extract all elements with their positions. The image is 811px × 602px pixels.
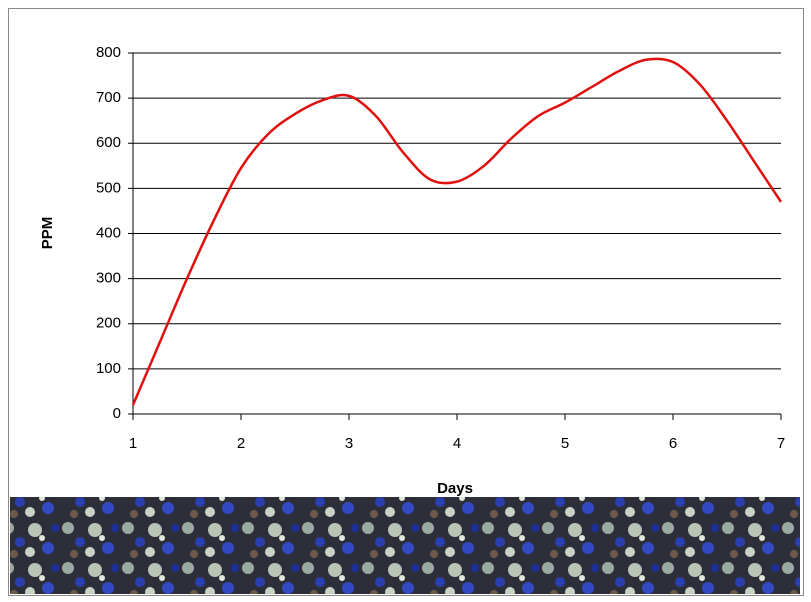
y-axis-title: PPM xyxy=(39,217,56,250)
x-axis-title: Days xyxy=(437,480,473,497)
x-tick-label: 7 xyxy=(777,435,785,452)
y-tick-label: 800 xyxy=(96,44,121,61)
x-tick-label: 2 xyxy=(237,435,245,452)
data-line xyxy=(131,57,783,406)
y-tick-label: 200 xyxy=(96,315,121,332)
y-tick-label: 0 xyxy=(113,405,121,422)
x-tick-label: 4 xyxy=(453,435,461,452)
y-tick-label: 300 xyxy=(96,270,121,287)
y-tick-label: 400 xyxy=(96,224,121,241)
x-tick-label: 1 xyxy=(129,435,137,452)
x-tick-label: 5 xyxy=(561,435,569,452)
y-tick-label: 700 xyxy=(96,89,121,106)
y-tick-label: 600 xyxy=(96,134,121,151)
y-tick-label: 100 xyxy=(96,360,121,377)
x-tick-label: 6 xyxy=(669,435,677,452)
x-tick-label: 3 xyxy=(345,435,353,452)
y-tick-label: 500 xyxy=(96,179,121,196)
texture-strip xyxy=(10,497,800,594)
